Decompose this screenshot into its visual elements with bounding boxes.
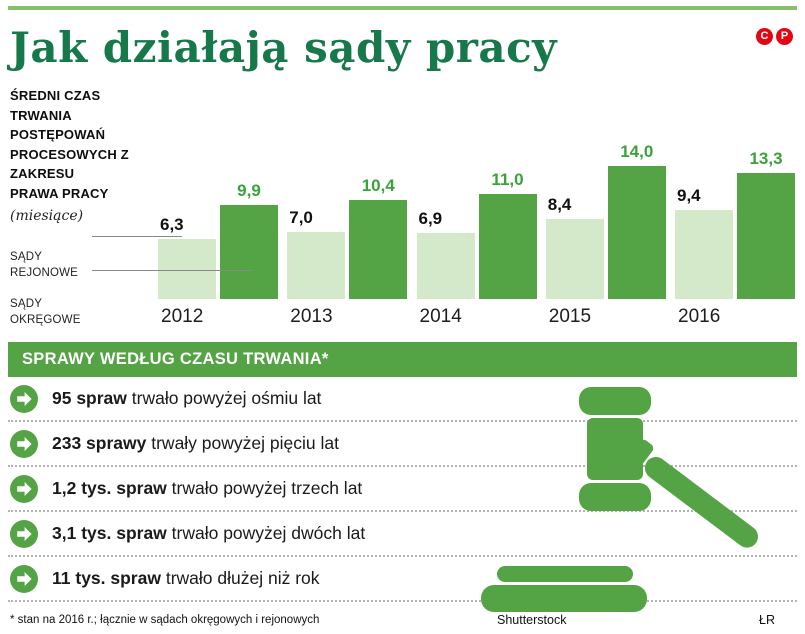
bar-sady-rejonowe [287,232,346,300]
legend-sady-okregowe: SĄDY OKRĘGOWE [10,297,158,328]
bar-group-2016: 9,4 13,3 2016 [675,123,795,328]
bar-value-label: 13,3 [749,149,783,169]
bar-column: 14,0 [607,142,666,300]
bar-sady-rejonowe [158,239,216,300]
rights-marks: C P [756,28,793,45]
duration-item: 95 spraw trwało powyżej ośmiu lat [8,377,797,423]
year-label: 2012 [161,306,204,328]
bar-value-label: 9,4 [677,186,701,206]
bar-sady-rejonowe [545,219,604,300]
arrow-icon [10,564,38,593]
chart-unit-label: (miesiące) [10,208,84,225]
bar-value-label: 9,9 [237,181,261,201]
duration-text: 95 spraw trwało powyżej ośmiu lat [52,388,322,409]
year-label: 2013 [290,306,333,328]
chart-left-column: ŚREDNI CZAS TRWANIA POSTĘPOWAŃ PROCESOWY… [10,86,158,328]
duration-list: 95 spraw trwało powyżej ośmiu lat 233 spr… [8,377,797,603]
legend-line: SĄDY [10,251,43,264]
footnote: * stan na 2016 r.; łącznie w sądach okrę… [10,614,320,627]
source-credit: Shutterstock [497,613,567,628]
chart-title: ŚREDNI CZAS TRWANIA POSTĘPOWAŃ PROCESOWY… [10,86,158,203]
legend-line: REJONOWE [10,266,79,279]
year-label: 2014 [419,306,462,328]
bar-column: 6,9 [416,209,475,300]
bar-group-2013: 7,0 10,4 2013 [287,123,408,328]
duration-text: 233 sprawy trwały powyżej pięciu lat [52,433,339,454]
legend-line: SĄDY [10,298,43,311]
top-rule [8,6,797,10]
gavel-illustration [481,387,758,613]
duration-text: 11 tys. spraw trwało dłużej niż rok [52,568,320,589]
bar-group-2014: 6,9 11,0 2014 [416,123,537,328]
year-label: 2016 [678,306,721,328]
bar-group-2015: 8,4 14,0 2015 [545,123,666,328]
chart-title-line: PRAWA PRACY [10,185,109,201]
bar-sady-okregowe [607,166,666,300]
bar-value-label: 8,4 [547,195,572,215]
bar-column: 9,4 [675,186,733,300]
bar-value-label: 7,0 [289,208,313,228]
bar-value-label: 6,3 [160,215,184,235]
bar-group-2012: 6,3 9,9 2012 [158,123,278,328]
arrow-icon [10,384,38,413]
bar-value-label: 14,0 [620,142,654,162]
duration-text: 3,1 tys. spraw trwało powyżej dwóch lat [52,523,366,544]
chart-title-line: PROCESOWYCH Z ZAKRESU [10,146,129,182]
duration-item: 11 tys. spraw trwało dłużej niż rok [8,557,797,603]
duration-text: 1,2 tys. spraw trwało powyżej trzech lat [52,478,363,499]
bar-column: 10,4 [349,176,408,300]
duration-item: 1,2 tys. spraw trwało powyżej trzech lat [8,467,797,513]
duration-item: 3,1 tys. spraw trwało powyżej dwóch lat [8,512,797,558]
bar-sady-rejonowe [416,233,475,300]
bar-column: 9,9 [220,181,278,300]
bar-sady-okregowe [478,194,537,300]
section-title-banner: SPRAWY WEDŁUG CZASU TRWANIA* [8,342,797,378]
bar-sady-rejonowe [675,210,733,300]
bar-sady-okregowe [737,173,795,300]
legend-leader-line [92,236,182,238]
legend-leader-line [92,270,252,272]
author-credit: ŁR [759,613,775,628]
arrow-icon [10,519,38,548]
header: Jak działają sądy pracy C P [0,10,805,70]
bar-sady-okregowe [349,200,408,300]
bar-column: 6,3 [158,215,216,300]
bar-column: 8,4 [545,195,604,300]
legend-sady-rejonowe: SĄDY REJONOWE [10,250,158,281]
footer: * stan na 2016 r.; łącznie w sądach okrę… [0,610,805,634]
year-label: 2015 [548,306,592,328]
duration-list-section: 95 spraw trwało powyżej ośmiu lat 233 spr… [8,377,797,613]
legend-line: OKRĘGOWE [10,313,81,326]
copyright-icon: C [756,28,773,45]
page-title: Jak działają sądy pracy [10,23,558,72]
bar-value-label: 6,9 [418,209,443,229]
chart-title-line: ŚREDNI CZAS TRWANIA POSTĘPOWAŃ [10,88,106,143]
bar-sady-okregowe [220,205,278,300]
bar-column: 7,0 [287,208,346,300]
bar-column: 11,0 [478,170,537,300]
bar-groups: 6,3 9,9 2012 7,0 10,4 2013 6,9 11,0 2014 8,4 14,0 2… [158,86,795,328]
arrow-icon [10,474,38,503]
bar-value-label: 11,0 [491,170,524,190]
bar-column: 13,3 [737,149,795,300]
duration-item: 233 sprawy trwały powyżej pięciu lat [8,422,797,468]
bar-chart: ŚREDNI CZAS TRWANIA POSTĘPOWAŃ PROCESOWY… [0,70,805,328]
bar-value-label: 10,4 [361,176,395,196]
phonogram-icon: P [776,28,793,45]
arrow-icon [10,429,38,458]
